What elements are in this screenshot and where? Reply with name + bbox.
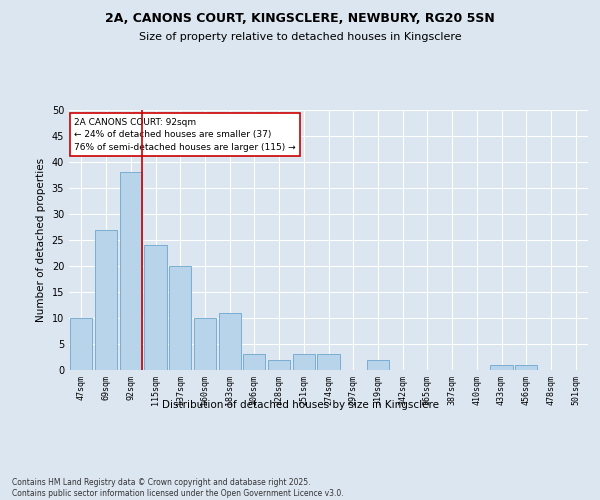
Y-axis label: Number of detached properties: Number of detached properties xyxy=(36,158,46,322)
Bar xyxy=(317,354,340,370)
Text: Contains HM Land Registry data © Crown copyright and database right 2025.
Contai: Contains HM Land Registry data © Crown c… xyxy=(12,478,344,498)
Bar xyxy=(268,360,290,370)
Bar xyxy=(95,230,117,370)
Bar xyxy=(194,318,216,370)
Bar xyxy=(367,360,389,370)
Bar xyxy=(515,365,538,370)
Bar xyxy=(119,172,142,370)
Text: 2A CANONS COURT: 92sqm
← 24% of detached houses are smaller (37)
76% of semi-det: 2A CANONS COURT: 92sqm ← 24% of detached… xyxy=(74,118,296,152)
Bar xyxy=(145,245,167,370)
Bar xyxy=(490,365,512,370)
Text: Size of property relative to detached houses in Kingsclere: Size of property relative to detached ho… xyxy=(139,32,461,42)
Text: Distribution of detached houses by size in Kingsclere: Distribution of detached houses by size … xyxy=(161,400,439,410)
Bar xyxy=(293,354,315,370)
Bar xyxy=(169,266,191,370)
Bar xyxy=(243,354,265,370)
Bar xyxy=(218,313,241,370)
Bar xyxy=(70,318,92,370)
Text: 2A, CANONS COURT, KINGSCLERE, NEWBURY, RG20 5SN: 2A, CANONS COURT, KINGSCLERE, NEWBURY, R… xyxy=(105,12,495,26)
